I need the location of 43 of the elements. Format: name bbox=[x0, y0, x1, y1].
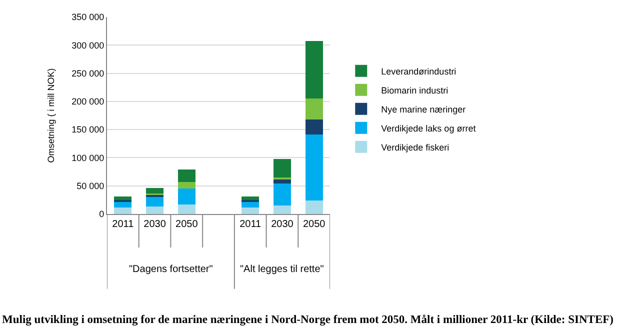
text: Mulig utvikling i omsetning for de marine næringene i Nord-Norge frem mot 2050. Målt i millioner 2011-kr (Kilde: SINTEF) bbox=[2, 314, 614, 326]
bar bbox=[305, 119, 323, 135]
y-tick-label: 250 000 bbox=[72, 68, 104, 78]
x-tick-label: 2050 bbox=[302, 219, 326, 230]
y-tick-label: 50 000 bbox=[76, 181, 104, 192]
bar bbox=[305, 98, 323, 120]
bar bbox=[114, 196, 132, 200]
legend-label: Biomarin industri bbox=[381, 85, 448, 96]
bar bbox=[146, 196, 164, 207]
bar bbox=[178, 204, 196, 214]
y-tick-label: 300 000 bbox=[72, 40, 104, 50]
bar bbox=[178, 182, 196, 189]
bar bbox=[305, 41, 323, 99]
x-tick-label: 2011 bbox=[240, 219, 262, 230]
y-tick-label: 150 000 bbox=[72, 124, 104, 135]
bar bbox=[178, 170, 196, 182]
legend-label: Nye marine næringer bbox=[381, 104, 466, 114]
bar bbox=[273, 158, 291, 178]
bar bbox=[146, 206, 164, 214]
y-axis-title: Omsetning ( i mill NOK) bbox=[46, 68, 56, 163]
y-tick-label: 200 000 bbox=[72, 96, 104, 107]
x-tick-label: 2050 bbox=[176, 219, 198, 230]
bar bbox=[273, 180, 291, 184]
legend-label: Verdikjede fiskeri bbox=[381, 142, 450, 152]
bar bbox=[114, 207, 132, 214]
bar bbox=[305, 134, 323, 200]
legend-label: Leverandørindustri bbox=[381, 66, 456, 76]
bar bbox=[242, 196, 260, 200]
x-tick-label: 2011 bbox=[112, 219, 134, 230]
bar bbox=[178, 188, 196, 204]
y-tick-label: 0 bbox=[99, 209, 104, 220]
bar bbox=[305, 200, 323, 214]
bar bbox=[273, 184, 291, 206]
bar bbox=[146, 188, 164, 194]
legend-label: Verdikjede laks og ørret bbox=[381, 123, 476, 134]
text: "Alt legges til rette" bbox=[240, 264, 324, 275]
bar bbox=[273, 206, 291, 214]
x-tick-label: 2030 bbox=[144, 219, 166, 230]
x-tick-label: 2030 bbox=[271, 219, 294, 230]
text: "Dagens fortsetter" bbox=[129, 264, 214, 275]
y-tick-label: 100 000 bbox=[72, 152, 104, 163]
bar bbox=[242, 207, 260, 214]
y-tick-label: 350 000 bbox=[72, 12, 104, 22]
